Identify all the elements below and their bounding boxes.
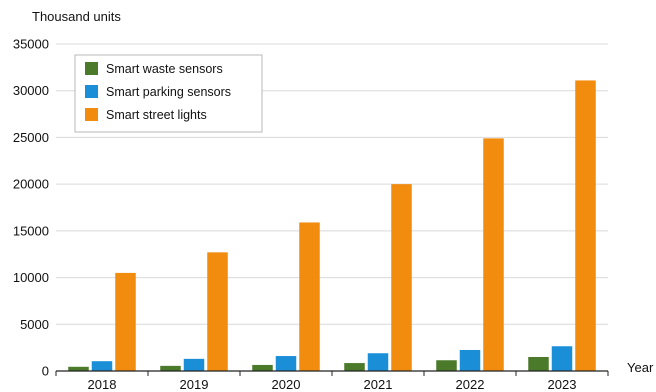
bar-smart-waste-sensors-2021	[344, 363, 365, 371]
bar-smart-parking-sensors-2023	[551, 346, 573, 371]
x-tick-label: 2020	[272, 377, 301, 392]
y-tick-label: 25000	[13, 130, 49, 145]
legend-label-lights: Smart street lights	[106, 108, 207, 122]
x-tick-label: 2019	[180, 377, 209, 392]
bar-smart-waste-sensors-2019	[160, 365, 181, 371]
legend-swatch-parking	[85, 85, 98, 98]
x-axis-title: Year	[627, 360, 654, 375]
legend-swatch-waste	[85, 62, 98, 75]
bar-smart-parking-sensors-2020	[275, 356, 297, 371]
y-tick-label: 30000	[13, 83, 49, 98]
x-tick-label: 2023	[548, 377, 577, 392]
legend-label-parking: Smart parking sensors	[106, 85, 231, 99]
bar-smart-waste-sensors-2022	[436, 360, 457, 371]
bar-smart-parking-sensors-2021	[367, 353, 389, 371]
y-tick-label: 15000	[13, 223, 49, 238]
bar-smart-parking-sensors-2019	[183, 358, 205, 371]
y-tick-label: 10000	[13, 270, 49, 285]
legend-swatch-lights	[85, 108, 98, 121]
y-tick-label: 5000	[20, 317, 49, 332]
x-tick-label: 2022	[456, 377, 485, 392]
axes: 0 5000 10000 15000 20000 25000 30000 35000 2018 2…	[13, 37, 609, 392]
y-tick-label: 0	[42, 364, 49, 379]
bar-smart-waste-sensors-2023	[528, 356, 549, 371]
bar-smart-waste-sensors-2018	[68, 366, 89, 371]
y-axis-title: Thousand units	[32, 9, 121, 24]
x-tick-label: 2021	[364, 377, 393, 392]
bar-smart-street-lights-2020	[299, 222, 320, 371]
bar-smart-street-lights-2021	[391, 184, 412, 371]
legend: Smart waste sensors Smart parking sensor…	[74, 54, 263, 133]
legend-box	[74, 54, 263, 133]
bar-smart-street-lights-2022	[483, 138, 504, 371]
x-tick-label: 2018	[88, 377, 117, 392]
y-tick-label: 20000	[13, 177, 49, 192]
bar-smart-parking-sensors-2022	[459, 349, 481, 371]
y-tick-label: 35000	[13, 37, 49, 52]
bar-smart-waste-sensors-2020	[252, 364, 273, 371]
legend-label-waste: Smart waste sensors	[106, 62, 223, 76]
bar-smart-parking-sensors-2018	[91, 361, 113, 371]
bar-smart-street-lights-2019	[207, 252, 228, 371]
bar-smart-street-lights-2018	[115, 272, 136, 371]
bars	[68, 80, 596, 372]
bar-smart-street-lights-2023	[575, 80, 596, 372]
